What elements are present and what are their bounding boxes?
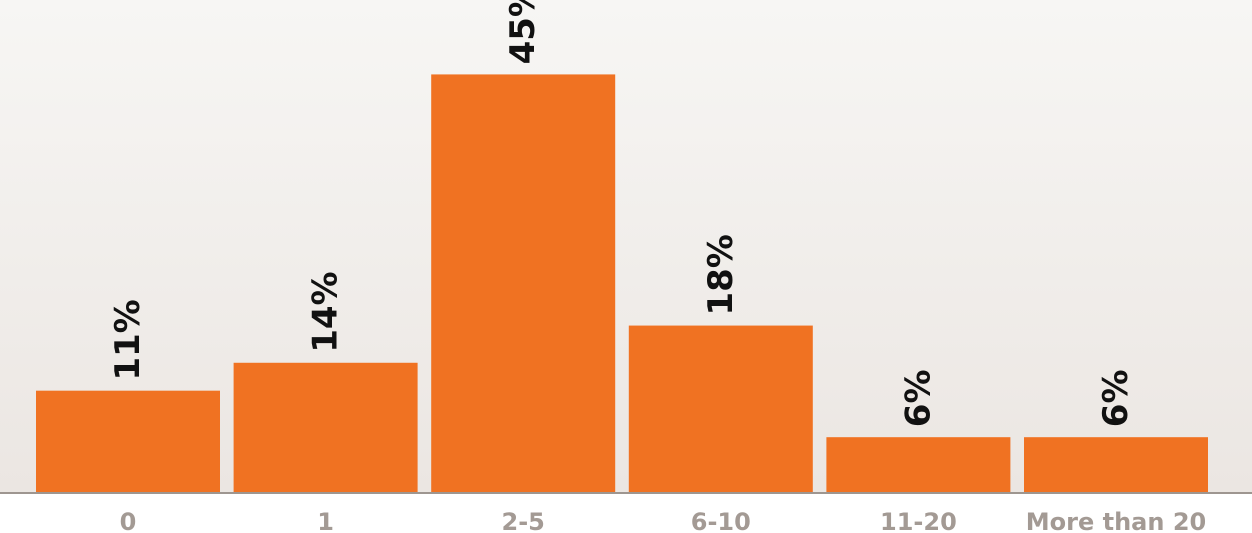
bar-value-label: 6% bbox=[898, 369, 938, 427]
bar-value-label: 11% bbox=[108, 299, 148, 380]
category-label: 0 bbox=[120, 508, 137, 533]
category-label: 2-5 bbox=[502, 508, 545, 533]
bar-1 bbox=[233, 362, 418, 493]
bar-0 bbox=[36, 390, 220, 493]
category-label: 11-20 bbox=[880, 508, 957, 533]
bar-11-20 bbox=[826, 437, 1011, 493]
value-labels-layer: 11% 14% 45% 18% 6% 6% bbox=[108, 0, 1136, 427]
bar-2-5 bbox=[431, 74, 616, 493]
bar-6-10 bbox=[628, 325, 813, 493]
bar-value-label: 18% bbox=[701, 234, 741, 315]
bar-More than 20 bbox=[1024, 437, 1208, 493]
category-label: More than 20 bbox=[1026, 508, 1206, 533]
category-label: 6-10 bbox=[691, 508, 751, 533]
bars-layer bbox=[36, 74, 1208, 493]
category-label: 1 bbox=[317, 508, 334, 533]
bar-value-label: 6% bbox=[1096, 369, 1136, 427]
bar-value-label: 14% bbox=[306, 271, 346, 352]
bar-value-label: 45% bbox=[503, 0, 543, 64]
category-labels-layer: 0 1 2-5 6-10 11-20 More than 20 bbox=[120, 508, 1207, 533]
